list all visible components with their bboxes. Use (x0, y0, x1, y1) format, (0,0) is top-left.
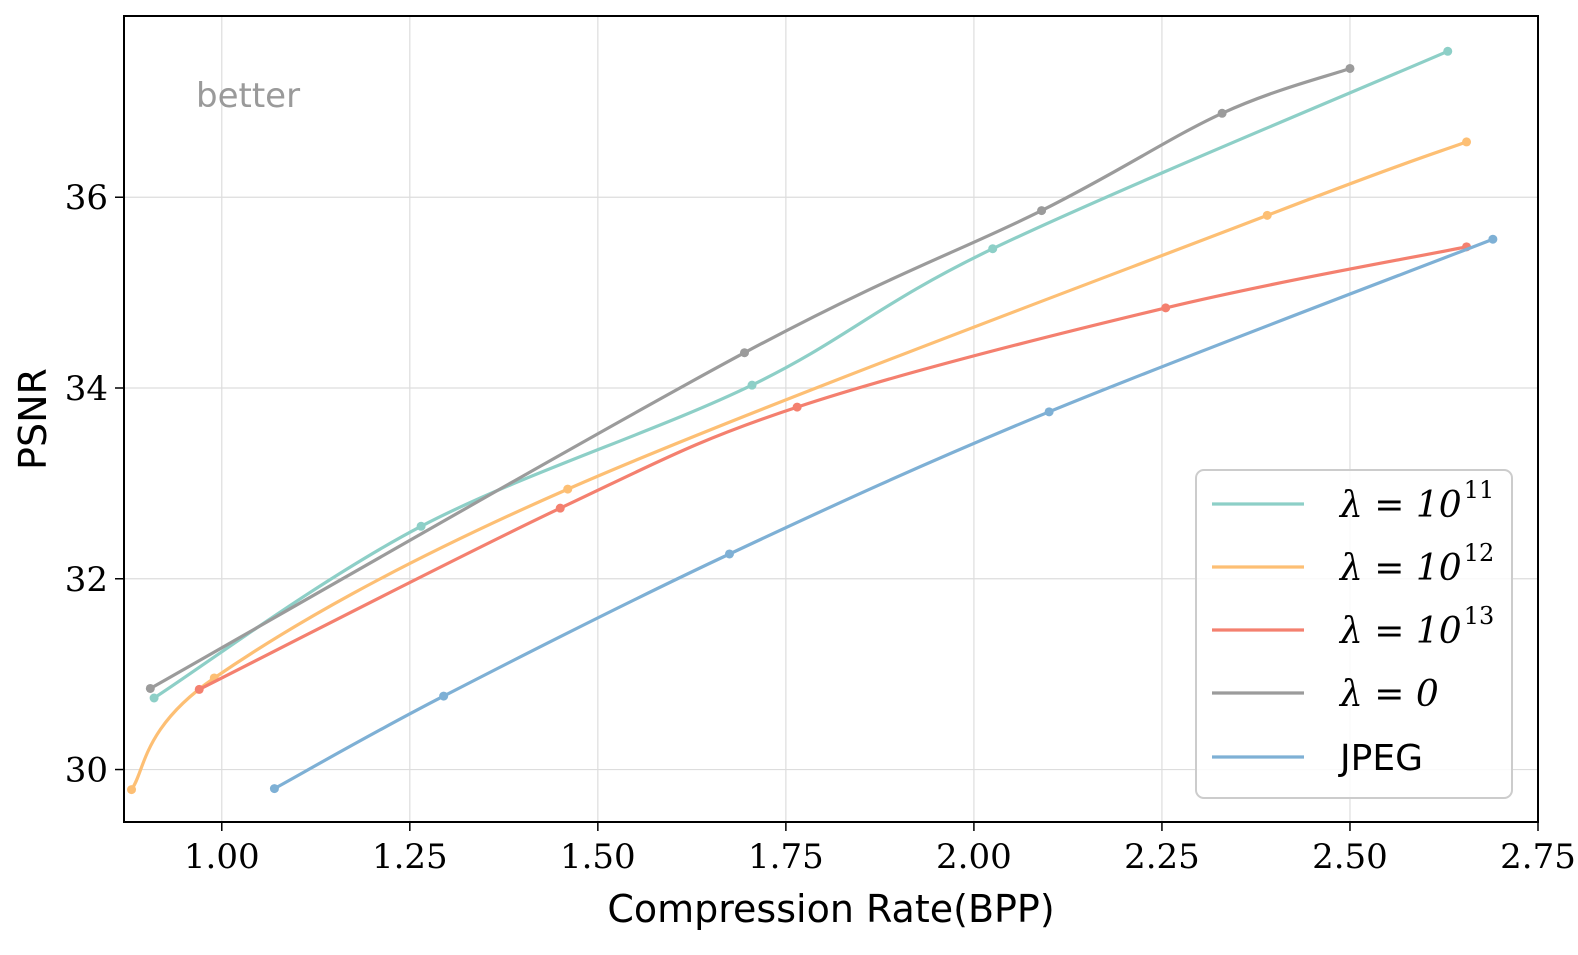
better-annotation: better (196, 76, 300, 116)
y-tick-label: 34 (65, 369, 108, 409)
legend-box (1195, 469, 1513, 799)
data-point (1443, 46, 1453, 56)
legend-exponent-1: 12 (1464, 539, 1495, 567)
plot-frame (123, 15, 1539, 823)
y-tick-label: 32 (65, 560, 108, 600)
data-point (555, 503, 565, 513)
data-point (194, 684, 204, 694)
x-tick-label: 1.75 (748, 837, 824, 877)
legend-exponent-0: 11 (1464, 476, 1495, 504)
data-point (563, 484, 573, 494)
series-line-4 (272, 237, 1495, 791)
data-point (127, 785, 137, 795)
data-point (740, 348, 750, 358)
data-point (1217, 108, 1227, 118)
x-tick-label: 1.50 (560, 837, 636, 877)
series-group (127, 46, 1498, 795)
series-line-3 (148, 66, 1352, 691)
data-point (149, 693, 159, 703)
y-axis-label: PSNR (11, 368, 55, 470)
x-tick-label: 1.25 (372, 837, 448, 877)
legend-label-1: λ = 10 (1338, 548, 1462, 589)
x-tick-label: 2.00 (936, 837, 1012, 877)
data-point (1037, 206, 1047, 216)
legend-label-0: λ = 10 (1338, 485, 1462, 526)
y-tick-label: 36 (65, 178, 108, 218)
data-point (1345, 63, 1355, 73)
series-line-0 (152, 49, 1450, 700)
legend-exponent-2: 13 (1464, 602, 1495, 630)
data-point (747, 380, 757, 390)
y-tick-label: 30 (65, 751, 108, 791)
data-point (1161, 303, 1171, 313)
data-point (792, 402, 802, 412)
x-tick-label: 1.00 (184, 837, 260, 877)
data-point (1488, 234, 1498, 244)
data-point (439, 691, 449, 701)
data-point (724, 549, 734, 559)
legend-label-2: λ = 10 (1338, 611, 1462, 652)
data-point (1044, 407, 1054, 417)
x-tick-label: 2.50 (1312, 837, 1388, 877)
data-point (1262, 210, 1272, 220)
x-tick-label: 2.25 (1124, 837, 1200, 877)
legend-label-4: JPEG (1338, 738, 1423, 779)
x-tick-label: 2.75 (1500, 837, 1576, 877)
data-point (269, 784, 279, 794)
data-point (1462, 137, 1472, 147)
x-axis-label: Compression Rate(BPP) (607, 887, 1054, 931)
data-point (416, 521, 426, 531)
tick-group: 1.00 1.25 1.50 1.75 2.00 2.25 2.50 2.75 30 32 34 36 (65, 178, 1576, 877)
data-point (145, 683, 155, 693)
data-point (988, 244, 998, 254)
legend-label-3: λ = 0 (1338, 674, 1439, 715)
